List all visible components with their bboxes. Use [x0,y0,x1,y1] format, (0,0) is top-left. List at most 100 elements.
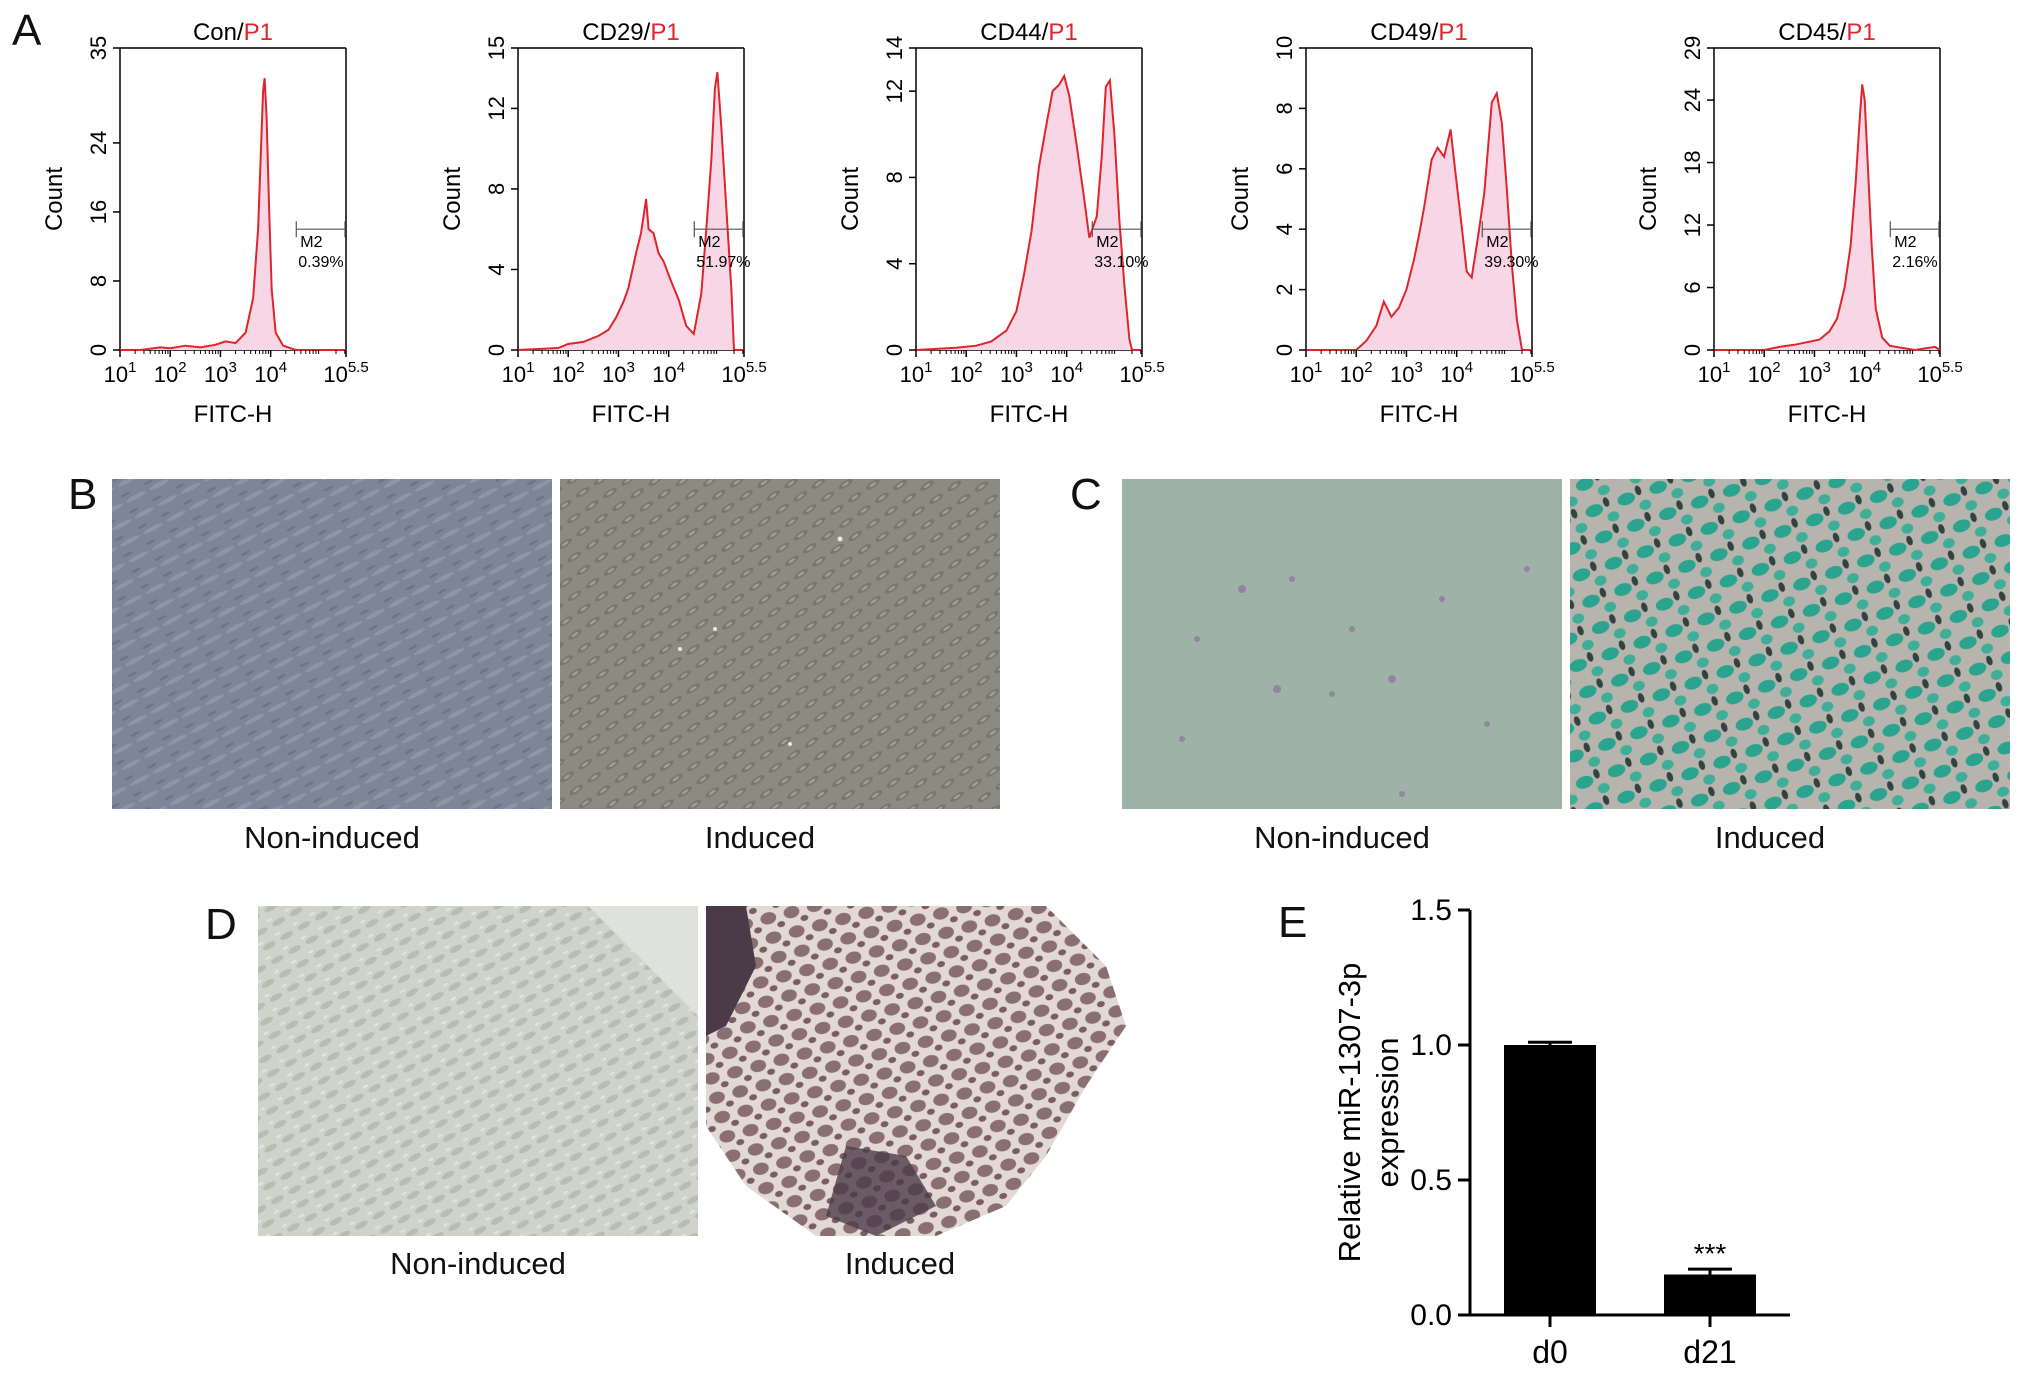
histogram-title: CD49/P1 [1370,20,1467,46]
y-tick-label: 18 [1680,150,1705,174]
y-tick-label: 16 [86,200,111,224]
x-tick-label: 101 [1290,359,1323,387]
x-tick-exponent: 3 [627,359,635,376]
x-tick-base: 10 [104,362,128,387]
caption-c-non-induced: Non-induced [1254,820,1430,855]
histogram-con: Con/P1 0 8 16 24 35 101 102 103 104 105.5 FITC-H Cou… [20,20,416,440]
x-axis-label: FITC-H [1380,401,1459,428]
y-axis-label-line2: expression [1370,1038,1405,1188]
x-tick-base: 10 [1000,362,1024,387]
micrograph-c-non-induced [1122,479,1562,809]
x-tick-label: 104 [1440,359,1473,387]
x-tick-base: 10 [1698,362,1722,387]
x-tick-base: 10 [721,362,745,387]
y-tick-label: 4 [484,263,509,275]
caption-c-induced: Induced [1714,820,1826,855]
gate-name: M2 [300,234,322,251]
x-tick-exponent: 4 [677,359,685,376]
bar-chart-mir-expression: 0.0 0.5 1.0 1.5 d0 d21 *** Relative miR-1307-3p… [1300,880,2020,1370]
panel-letter-c: C [1070,470,1102,519]
y-tick-label: 0 [484,344,509,356]
x-tick-label: 104 [652,359,685,387]
y-tick-label: 0 [86,344,111,356]
histogram-title-gate: P1 [1438,20,1467,46]
micrograph-b-induced [560,479,1000,809]
x-tick-exponent: 4 [279,359,287,376]
y-tick-label: 0 [882,344,907,356]
histogram-title-gate: P1 [1846,20,1875,46]
y-tick-label: 4 [1272,223,1297,235]
x-tick-label: 103 [1798,359,1831,387]
bar-d0 [1504,1045,1596,1315]
x-tick-exponent: 1 [1314,359,1322,376]
histogram-trace [1714,84,1941,352]
x-tick-base: 10 [204,362,228,387]
histogram-title-marker: CD44/ [980,20,1048,46]
x-tick-label: 103 [1390,359,1423,387]
x-tick-base: 10 [1050,362,1074,387]
x-tick-base: 10 [502,362,526,387]
x-tick-base: 10 [900,362,924,387]
y-tick-label: 8 [882,171,907,183]
gate-percent: 0.39% [298,254,343,271]
x-tick-exponent: 2 [576,359,584,376]
x-tick-label: 105.5 [323,359,368,387]
x-tick-base: 10 [1340,362,1364,387]
x-tick-exponent: 2 [1364,359,1372,376]
x-tick-base: 10 [1119,362,1143,387]
x-tick-exponent: 4 [1465,359,1473,376]
y-tick-label: 35 [86,36,111,60]
micrograph-d-non-induced [258,906,698,1236]
x-tick-label: 102 [1748,359,1781,387]
histogram-cd44: CD44/P1 0 4 8 12 14 101 102 103 104 105.5 FITC-H Cou… [816,20,1212,440]
y-tick-label: 15 [484,36,509,60]
y-tick-label: 8 [86,275,111,287]
x-tick-label: 104 [1848,359,1881,387]
y-tick-label: 0.5 [1410,1164,1452,1197]
y-axis-label: Count [1635,167,1662,231]
x-tick-label: d0 [1532,1334,1568,1370]
x-tick-label: 105.5 [721,359,766,387]
x-axis-label: FITC-H [592,401,671,428]
histogram-title: CD29/P1 [582,20,679,46]
x-tick-base: 10 [950,362,974,387]
histogram-title: Con/P1 [193,20,273,46]
x-tick-exponent: 4 [1075,359,1083,376]
histogram-title-marker: CD45/ [1778,20,1846,46]
x-tick-exponent: 3 [1415,359,1423,376]
x-tick-exponent: 5.5 [1144,359,1165,376]
x-tick-base: 10 [652,362,676,387]
x-tick-label: 104 [254,359,287,387]
histogram-trace [915,73,1142,351]
gate-name: M2 [1486,234,1508,251]
gate-name: M2 [1096,234,1118,251]
y-tick-label: 12 [484,96,509,120]
x-axis-label: FITC-H [990,401,1069,428]
x-tick-exponent: 1 [526,359,534,376]
gate-percent: 2.16% [1892,254,1937,271]
x-tick-base: 10 [323,362,347,387]
y-tick-label: 10 [1272,36,1297,60]
y-tick-label: 0 [1272,344,1297,356]
x-tick-exponent: 3 [1823,359,1831,376]
x-axis-label: FITC-H [194,401,273,428]
histogram-area [120,78,346,350]
micrograph-c-induced [1570,479,2010,809]
x-tick-label: d21 [1683,1334,1736,1370]
y-tick-label: 1.5 [1410,894,1452,927]
bar-chart-svg: 0.0 0.5 1.0 1.5 d0 d21 *** Relative miR-1307-3p… [1332,894,1790,1370]
y-axis-label: Count [837,167,864,231]
x-tick-label: 103 [1000,359,1033,387]
x-tick-label: 103 [204,359,237,387]
x-tick-exponent: 1 [924,359,932,376]
gate-percent: 51.97% [696,254,750,271]
x-tick-exponent: 4 [1873,359,1881,376]
histogram-title-gate: P1 [650,20,679,46]
x-tick-base: 10 [1290,362,1314,387]
y-tick-label: 29 [1680,36,1705,60]
x-tick-exponent: 5.5 [1534,359,1555,376]
